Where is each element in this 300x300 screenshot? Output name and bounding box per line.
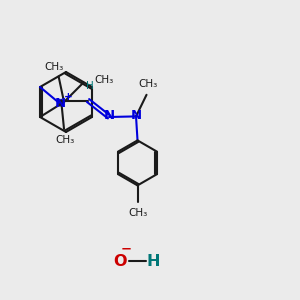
Text: N: N — [104, 109, 115, 122]
Text: −: − — [121, 242, 132, 256]
Text: N: N — [54, 97, 65, 110]
Text: CH₃: CH₃ — [56, 135, 75, 145]
Text: H: H — [85, 81, 93, 91]
Text: N: N — [131, 109, 142, 122]
Text: CH₃: CH₃ — [128, 208, 147, 218]
Text: H: H — [147, 254, 160, 268]
Text: O: O — [113, 254, 127, 268]
Text: CH₃: CH₃ — [44, 62, 64, 72]
Text: CH₃: CH₃ — [138, 79, 158, 89]
Text: CH₃: CH₃ — [94, 75, 113, 85]
Text: +: + — [64, 92, 73, 102]
